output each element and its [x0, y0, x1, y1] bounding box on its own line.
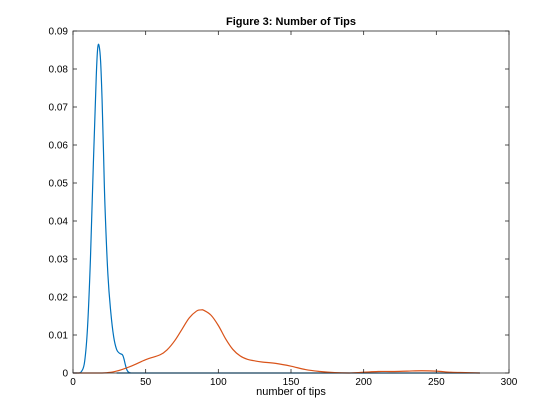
y-tick-label: 0.06 — [49, 141, 69, 152]
y-tick-label: 0.01 — [49, 331, 69, 342]
y-tick-label: 0.08 — [49, 65, 69, 76]
y-tick-label: 0.03 — [49, 255, 69, 266]
series-line-2 — [73, 309, 480, 374]
x-tick-label: 200 — [355, 377, 372, 388]
x-tick-label: 50 — [140, 377, 152, 388]
y-tick-label: 0.05 — [49, 179, 69, 190]
plot-area-border — [72, 30, 510, 374]
plot-background — [73, 31, 509, 373]
ticks-layer: 0 50 100 150 200 250 300 0 0.01 0.02 0.03 0.04 0.05 0… — [49, 27, 518, 389]
x-tick-label: 100 — [210, 377, 227, 388]
chart-title: Figure 3: Number of Tips — [226, 16, 356, 28]
y-tick-label: 0 — [62, 369, 68, 380]
y-tick-label: 0.04 — [49, 217, 69, 228]
y-tick-label: 0.02 — [49, 293, 69, 304]
y-tick-label: 0.07 — [49, 103, 69, 114]
x-tick-label: 150 — [283, 377, 300, 388]
y-tick-label: 0.09 — [49, 27, 69, 38]
x-tick-label: 300 — [501, 377, 518, 388]
x-tick-label: 0 — [70, 377, 76, 388]
x-tick-label: 250 — [428, 377, 445, 388]
x-axis-label: number of tips — [256, 386, 326, 398]
